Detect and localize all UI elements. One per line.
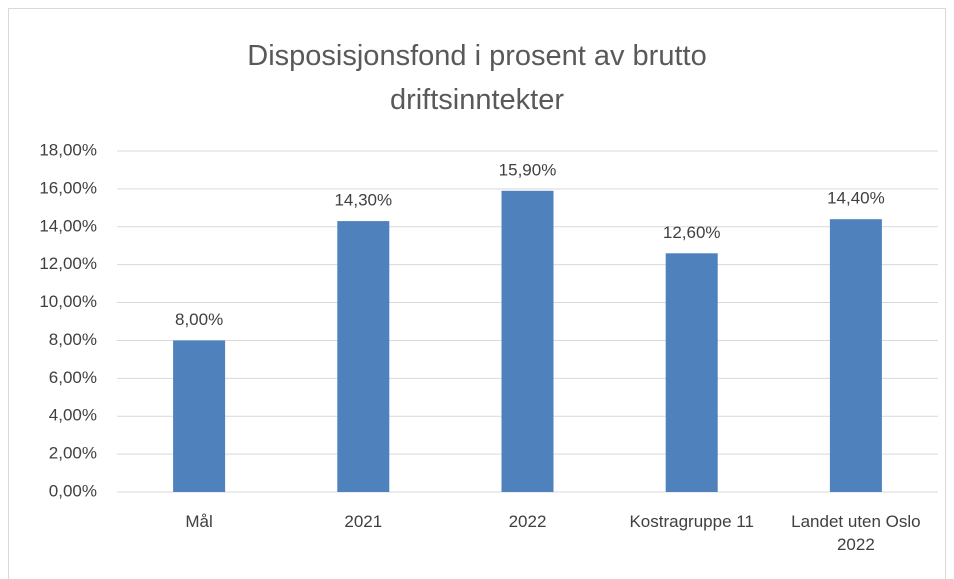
y-tick-label: 4,00% <box>49 406 97 425</box>
y-tick-label: 6,00% <box>49 368 97 387</box>
y-tick-label: 12,00% <box>39 254 97 273</box>
x-tick-label: 2021 <box>344 512 383 531</box>
data-label: 14,40% <box>827 189 885 208</box>
y-tick-label: 14,00% <box>39 216 97 235</box>
chart-border <box>8 8 946 579</box>
data-label: 12,60% <box>663 223 721 242</box>
bar <box>173 340 226 492</box>
bar <box>337 221 390 492</box>
x-tick-label: 2022 <box>508 512 547 531</box>
bar <box>665 253 718 492</box>
x-tick-label: Mål <box>185 512 213 531</box>
bar <box>829 219 882 492</box>
y-tick-label: 18,00% <box>39 140 97 159</box>
y-tick-label: 2,00% <box>49 444 97 463</box>
y-tick-label: 0,00% <box>49 481 97 500</box>
bar <box>501 190 554 493</box>
x-tick-label: Landet uten Oslo 2022 <box>791 512 921 554</box>
y-tick-label: 8,00% <box>49 330 97 349</box>
y-tick-label: 10,00% <box>39 292 97 311</box>
x-tick-label: Kostragruppe 11 <box>629 512 754 531</box>
data-label: 8,00% <box>175 310 223 329</box>
data-label: 14,30% <box>334 191 392 210</box>
y-tick-label: 16,00% <box>39 178 97 197</box>
data-label: 15,90% <box>499 160 557 179</box>
chart-title: Disposisjonsfond i prosent av brutto dri… <box>247 40 707 116</box>
